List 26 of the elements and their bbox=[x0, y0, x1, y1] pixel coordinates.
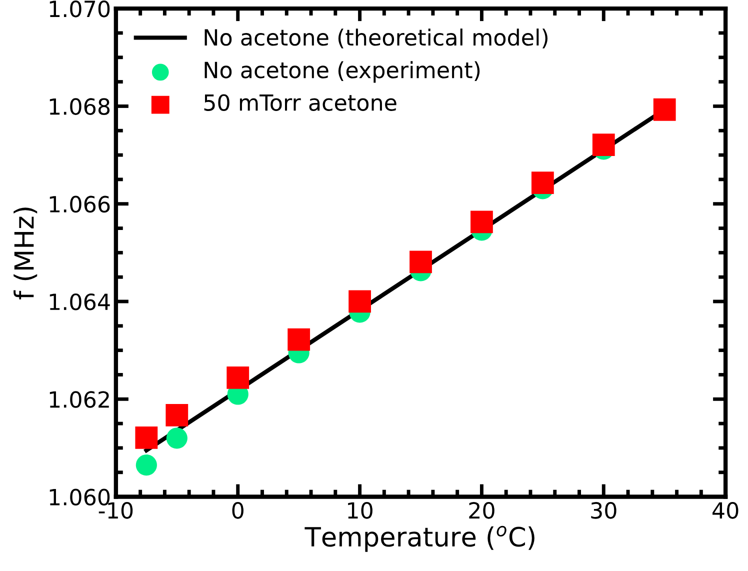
x-tick-label: 20 bbox=[469, 502, 494, 519]
point bbox=[166, 428, 188, 449]
x-tick-label: 0 bbox=[232, 502, 244, 519]
y-tick-label: 1.064 bbox=[50, 293, 110, 310]
point bbox=[135, 426, 158, 449]
point bbox=[470, 210, 493, 234]
x-tick-label: 40 bbox=[712, 502, 738, 519]
y-tick-label: 1.068 bbox=[50, 98, 110, 115]
point bbox=[226, 366, 250, 389]
legend-label: No acetone (experiment) bbox=[204, 61, 480, 83]
legend-label: No acetone (theoretical model) bbox=[204, 28, 548, 48]
y-tick-label: 1.062 bbox=[50, 391, 109, 408]
point bbox=[653, 98, 676, 121]
x-axis-title: Temperature ($^{o}$C) bbox=[304, 526, 534, 552]
point bbox=[531, 172, 554, 194]
point bbox=[288, 328, 310, 351]
y-tick-label: 1.066 bbox=[50, 196, 110, 213]
point bbox=[348, 290, 371, 313]
legend-label: 50 mTorr acetone bbox=[204, 94, 396, 112]
x-tick-label: 10 bbox=[348, 502, 372, 519]
x-tick-label: 30 bbox=[591, 502, 616, 519]
point bbox=[136, 454, 157, 476]
point bbox=[166, 404, 188, 426]
y-axis-title: f (MHz) bbox=[14, 208, 38, 300]
y-tick-label: 1.070 bbox=[50, 0, 110, 18]
point bbox=[410, 250, 432, 274]
